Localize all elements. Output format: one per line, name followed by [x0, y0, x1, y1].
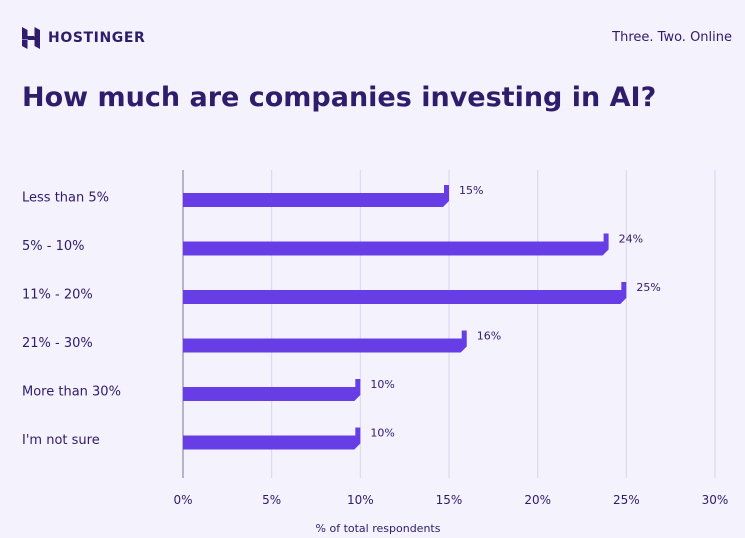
category-label: More than 30%: [22, 385, 121, 400]
x-tick-label: 15%: [436, 493, 463, 507]
value-label: 10%: [370, 378, 394, 391]
header: HOSTINGER Three. Two. Online: [0, 0, 745, 70]
chart-title: How much are companies investing in AI?: [22, 82, 657, 113]
x-tick-label: 5%: [262, 493, 281, 507]
brand-name: HOSTINGER: [48, 30, 146, 46]
x-tick-label: 25%: [613, 493, 640, 507]
category-label: 21% - 30%: [22, 336, 93, 351]
value-label: 24%: [619, 233, 643, 246]
brand-logo[interactable]: HOSTINGER: [22, 27, 145, 49]
bar: [183, 427, 361, 450]
bar: [183, 282, 627, 304]
x-tick-label: 30%: [702, 493, 729, 507]
bar: [183, 379, 361, 401]
category-label: 11% - 20%: [22, 288, 93, 303]
value-label: 16%: [477, 330, 501, 343]
category-label: 5% - 10%: [22, 239, 84, 254]
x-tick-label: 20%: [524, 493, 551, 507]
bar-chart: 0% 5% 10% 15% 20% 25% 30% % of total respondent…: [22, 170, 729, 535]
value-label: 15%: [459, 184, 483, 197]
x-tick-label: 0%: [173, 493, 192, 507]
category-label: Less than 5%: [22, 191, 109, 206]
hostinger-logo-icon: [22, 27, 40, 49]
brand-tagline: Three. Two. Online: [612, 30, 732, 45]
x-axis-title: % of total respondents: [316, 522, 441, 535]
bar: [183, 330, 467, 353]
bar: [183, 185, 449, 207]
bar: [183, 233, 609, 256]
value-label: 10%: [370, 427, 394, 440]
category-label: I'm not sure: [22, 433, 100, 448]
value-label: 25%: [636, 281, 660, 294]
x-tick-label: 10%: [347, 493, 374, 507]
